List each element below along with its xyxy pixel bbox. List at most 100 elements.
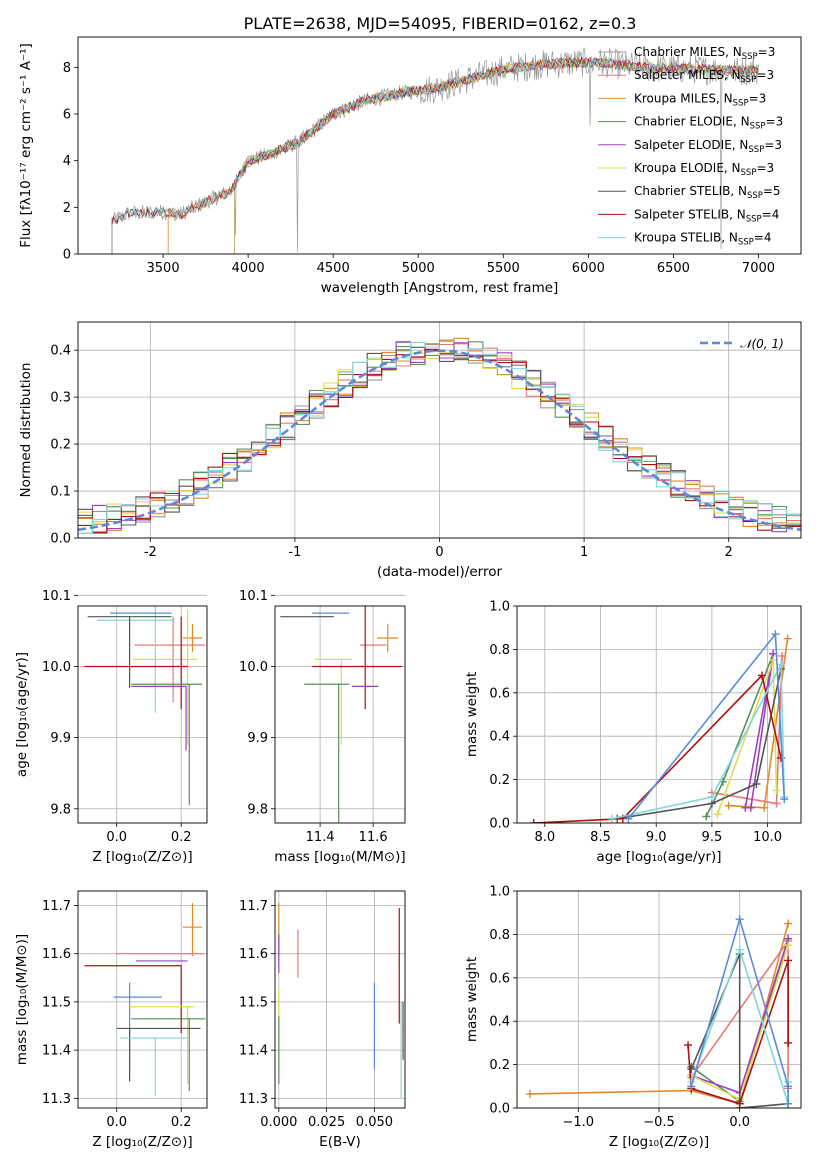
plus-marker	[735, 915, 744, 924]
data-point	[154, 619, 156, 621]
data-point	[373, 1025, 376, 1027]
y-tick-label: 0	[63, 248, 71, 263]
plot-area	[78, 337, 801, 534]
y-tick-label: 6	[63, 108, 71, 123]
data-point	[188, 1018, 190, 1020]
plus-marker	[529, 819, 538, 823]
y-tick-label: 0.0	[489, 1102, 510, 1117]
y-tick-label: 11.4	[42, 1044, 71, 1059]
data-point	[364, 665, 366, 668]
data-point	[369, 685, 372, 687]
plus-marker	[784, 1082, 793, 1091]
y-tick-label: 10.0	[42, 660, 71, 675]
x-tick-label: 10.0	[753, 830, 782, 845]
y-tick-label: 0.8	[489, 643, 510, 658]
spectrum-model-4	[234, 56, 759, 254]
y-tick-label: 11.5	[239, 995, 268, 1010]
data-point	[191, 637, 194, 639]
plus-marker	[687, 1064, 696, 1073]
histogram-2	[78, 337, 801, 531]
plot-area	[111, 47, 759, 254]
x-tick-label: 0.050	[356, 1115, 393, 1130]
y-tick-label: 0.3	[50, 391, 71, 406]
series-line-6	[533, 673, 782, 823]
legend-subscript: SSP	[733, 98, 749, 108]
data-point	[372, 644, 374, 646]
y-tick-label: 2	[63, 201, 71, 216]
spectrum-model-8	[111, 57, 759, 254]
axes-frame	[274, 605, 406, 824]
panel-age-vs-mass: 11.4 11.6 9.8 9.9 10.0 10.1 mass [log₁₀(M/M⊙)]	[239, 589, 406, 865]
series-line-3	[744, 653, 774, 808]
x-tick-label: 0.2	[171, 1115, 192, 1130]
data-point	[278, 953, 280, 955]
data-point	[191, 926, 194, 928]
y-tick-label: 0.1	[50, 485, 71, 500]
legend-text: Kroupa STELIB, N	[634, 231, 738, 245]
plus-marker	[772, 799, 781, 808]
y-tick-label: 11.6	[239, 947, 268, 962]
legend-value: =3	[766, 115, 784, 129]
y-tick-label: 9.8	[50, 802, 71, 817]
legend-text: Salpeter ELODIE, N	[634, 138, 748, 152]
plot-area	[84, 606, 206, 806]
panel-massweight-vs-Z: −1.0 −0.5 0.0 0.0 0.2 0.4 0.6 0.8 1.0 Z [log₁₀(Z/…	[464, 885, 802, 1150]
data-point	[402, 1030, 404, 1032]
x-axis-label: Z [log₁₀(Z/Z⊙)]	[92, 1134, 192, 1150]
legend-text: Kroupa MILES, N	[634, 91, 733, 105]
data-point	[174, 960, 176, 962]
y-tick-label: 0.4	[50, 344, 71, 359]
data-point	[400, 1049, 402, 1051]
data-point	[129, 1027, 131, 1030]
y-tick-label: 0.0	[50, 532, 71, 547]
y-tick-label: 0.8	[489, 928, 510, 943]
y-axis-label: mass [log₁₀(M/M⊙)]	[14, 934, 30, 1065]
data-point	[188, 683, 190, 685]
y-tick-label: 11.7	[42, 899, 71, 914]
y-tick-label: 1.0	[489, 885, 510, 900]
plus-marker	[771, 630, 780, 639]
y-tick-label: 11.4	[239, 1044, 268, 1059]
data-point	[278, 1049, 280, 1051]
legend-label: Salpeter STELIB, NSSP=4	[634, 207, 779, 224]
x-tick-label: 0.025	[308, 1115, 345, 1130]
plus-marker	[525, 1089, 534, 1098]
legend-text: Kroupa ELODIE, N	[634, 161, 741, 175]
panel-mass-vs-EBV: 0.000 0.025 0.050 11.3 11.4 11.5 11.6 11.7 E(B-V…	[239, 890, 406, 1150]
data-point	[180, 953, 182, 955]
plot-area	[525, 915, 793, 1108]
x-tick-label: 0.2	[171, 830, 192, 845]
x-tick-label: 4000	[232, 261, 265, 276]
spectrum-model-0	[111, 57, 759, 254]
data-point	[180, 665, 182, 668]
x-axis-label: E(B-V)	[319, 1134, 361, 1150]
x-tick-label: -2	[144, 545, 157, 560]
x-axis-label: Z [log₁₀(Z/Z⊙)]	[609, 1134, 709, 1150]
x-tick-label: 8.5	[590, 830, 611, 845]
legend-subscript: SSP	[747, 191, 763, 201]
legend-text: Chabrier MILES, N	[634, 45, 742, 59]
y-tick-label: 0.0	[489, 817, 510, 832]
plot-area	[278, 903, 404, 1099]
plus-marker	[607, 814, 616, 823]
panel-mass-vs-Z: 0.0 0.2 11.3 11.4 11.5 11.6 11.7 Z [log₁₀(Z/Z⊙)…	[14, 890, 208, 1150]
plus-marker	[707, 792, 716, 801]
legend-subscript: SSP	[741, 75, 757, 85]
y-tick-label: 11.6	[42, 947, 71, 962]
axes-frame	[274, 890, 406, 1109]
plus-marker	[780, 795, 789, 804]
y-tick-label: 10.0	[239, 660, 268, 675]
y-axis-label: Flux [fλ10⁻¹⁷ erg cm⁻² s⁻¹ A⁻¹]	[18, 43, 34, 248]
legend-value: =3	[758, 45, 776, 59]
legend-value: =3	[764, 138, 782, 152]
y-tick-label: 1.0	[489, 600, 510, 615]
x-tick-label: 5000	[402, 261, 435, 276]
plus-marker	[784, 956, 793, 965]
plus-marker	[713, 810, 722, 819]
data-point	[129, 616, 131, 618]
data-point	[340, 658, 342, 660]
x-tick-label: 9.5	[702, 830, 723, 845]
data-point	[332, 616, 334, 618]
y-tick-label: 0.2	[489, 1058, 510, 1073]
